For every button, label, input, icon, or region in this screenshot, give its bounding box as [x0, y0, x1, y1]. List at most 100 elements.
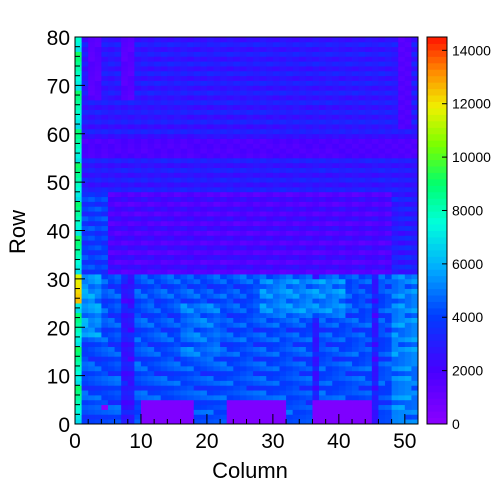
heatmap-cell: [246, 104, 254, 110]
heatmap-cell: [398, 399, 406, 406]
heatmap-cell: [371, 138, 379, 144]
heatmap-cell: [193, 394, 201, 401]
heatmap-cell: [147, 283, 155, 289]
heatmap-cell: [365, 225, 373, 231]
heatmap-cell: [358, 143, 366, 149]
heatmap-cell: [114, 41, 122, 48]
heatmap-cell: [200, 419, 208, 425]
heatmap-cell: [279, 225, 287, 231]
heatmap-cell: [286, 172, 294, 178]
heatmap-cell: [246, 390, 254, 396]
heatmap-cell: [411, 327, 419, 333]
heatmap-cell: [140, 201, 148, 207]
heatmap-cell: [365, 128, 373, 135]
heatmap-cell: [81, 99, 89, 106]
heatmap-cell: [233, 162, 241, 169]
heatmap-cell: [220, 177, 228, 183]
heatmap-cell: [81, 240, 89, 246]
heatmap-cell: [352, 46, 360, 52]
heatmap-cell: [305, 278, 313, 285]
heatmap-cell: [226, 201, 234, 207]
heatmap-cell: [107, 293, 115, 299]
heatmap-cell: [81, 133, 89, 139]
heatmap-cell: [253, 365, 261, 372]
heatmap-cell: [206, 264, 214, 270]
heatmap-cell: [312, 162, 320, 169]
heatmap-cell: [107, 414, 115, 420]
heatmap-cell: [187, 206, 195, 212]
heatmap-cell: [286, 283, 294, 289]
heatmap-cell: [107, 307, 115, 314]
heatmap-cell: [114, 186, 122, 193]
heatmap-cell: [332, 51, 340, 57]
heatmap-cell: [94, 225, 102, 231]
heatmap-cell: [358, 307, 366, 314]
heatmap-cell: [167, 341, 175, 347]
heatmap-cell: [81, 61, 89, 67]
heatmap-cell: [385, 148, 393, 154]
heatmap-cell: [358, 85, 366, 91]
heatmap-cell: [180, 99, 188, 106]
heatmap-cell: [173, 254, 181, 260]
heatmap-cell: [312, 259, 320, 265]
heatmap-cell: [121, 370, 129, 377]
heatmap-cell: [75, 365, 82, 372]
heatmap-cell: [319, 41, 327, 48]
heatmap-cell: [292, 153, 300, 159]
heatmap-cell: [187, 341, 195, 347]
heatmap-cell: [140, 172, 148, 178]
heatmap-cell: [154, 317, 162, 323]
heatmap-cell: [187, 361, 195, 367]
heatmap-cell: [398, 177, 406, 183]
heatmap-cell: [107, 167, 115, 173]
heatmap-cell: [101, 211, 109, 217]
heatmap-cell: [140, 70, 148, 77]
heatmap-cell: [167, 177, 175, 183]
heatmap-cell: [246, 356, 254, 362]
heatmap-cell: [279, 61, 287, 67]
heatmap-cell: [398, 172, 406, 178]
heatmap-cell: [365, 230, 373, 236]
heatmap-cell: [213, 298, 221, 304]
heatmap-cell: [319, 419, 327, 425]
heatmap-cell: [292, 162, 300, 169]
heatmap-cell: [75, 104, 82, 110]
heatmap-cell: [272, 66, 280, 72]
heatmap-cell: [286, 133, 294, 139]
heatmap-cell: [404, 128, 412, 135]
heatmap-cell: [140, 361, 148, 367]
heatmap-cell: [345, 409, 353, 415]
heatmap-cell: [272, 51, 280, 57]
heatmap-cell: [121, 182, 129, 188]
heatmap-cell: [187, 153, 195, 159]
heatmap-cell: [325, 167, 333, 173]
heatmap-cell: [312, 240, 320, 246]
heatmap-cell: [107, 182, 115, 188]
heatmap-cell: [193, 66, 201, 72]
heatmap-cell: [160, 419, 168, 425]
heatmap-cell: [266, 303, 274, 309]
heatmap-cell: [147, 85, 155, 91]
heatmap-cell: [200, 215, 208, 222]
heatmap-cell: [187, 148, 195, 154]
heatmap-cell: [226, 249, 234, 256]
heatmap-cell: [226, 288, 234, 294]
heatmap-cell: [385, 70, 393, 77]
heatmap-cell: [101, 235, 109, 241]
heatmap-cell: [332, 274, 340, 280]
heatmap-cell: [180, 75, 188, 81]
heatmap-cell: [253, 264, 261, 270]
heatmap-cell: [286, 245, 294, 251]
heatmap-cell: [88, 220, 96, 227]
heatmap-cell: [345, 220, 353, 227]
heatmap-cell: [279, 157, 287, 164]
heatmap-cell: [226, 370, 234, 377]
heatmap-cell: [226, 41, 234, 48]
heatmap-cell: [220, 215, 228, 222]
heatmap-cell: [253, 70, 261, 77]
heatmap-cell: [107, 283, 115, 289]
heatmap-cell: [292, 361, 300, 367]
heatmap-cell: [279, 375, 287, 381]
heatmap-cell: [371, 307, 379, 314]
heatmap-cell: [259, 399, 267, 406]
